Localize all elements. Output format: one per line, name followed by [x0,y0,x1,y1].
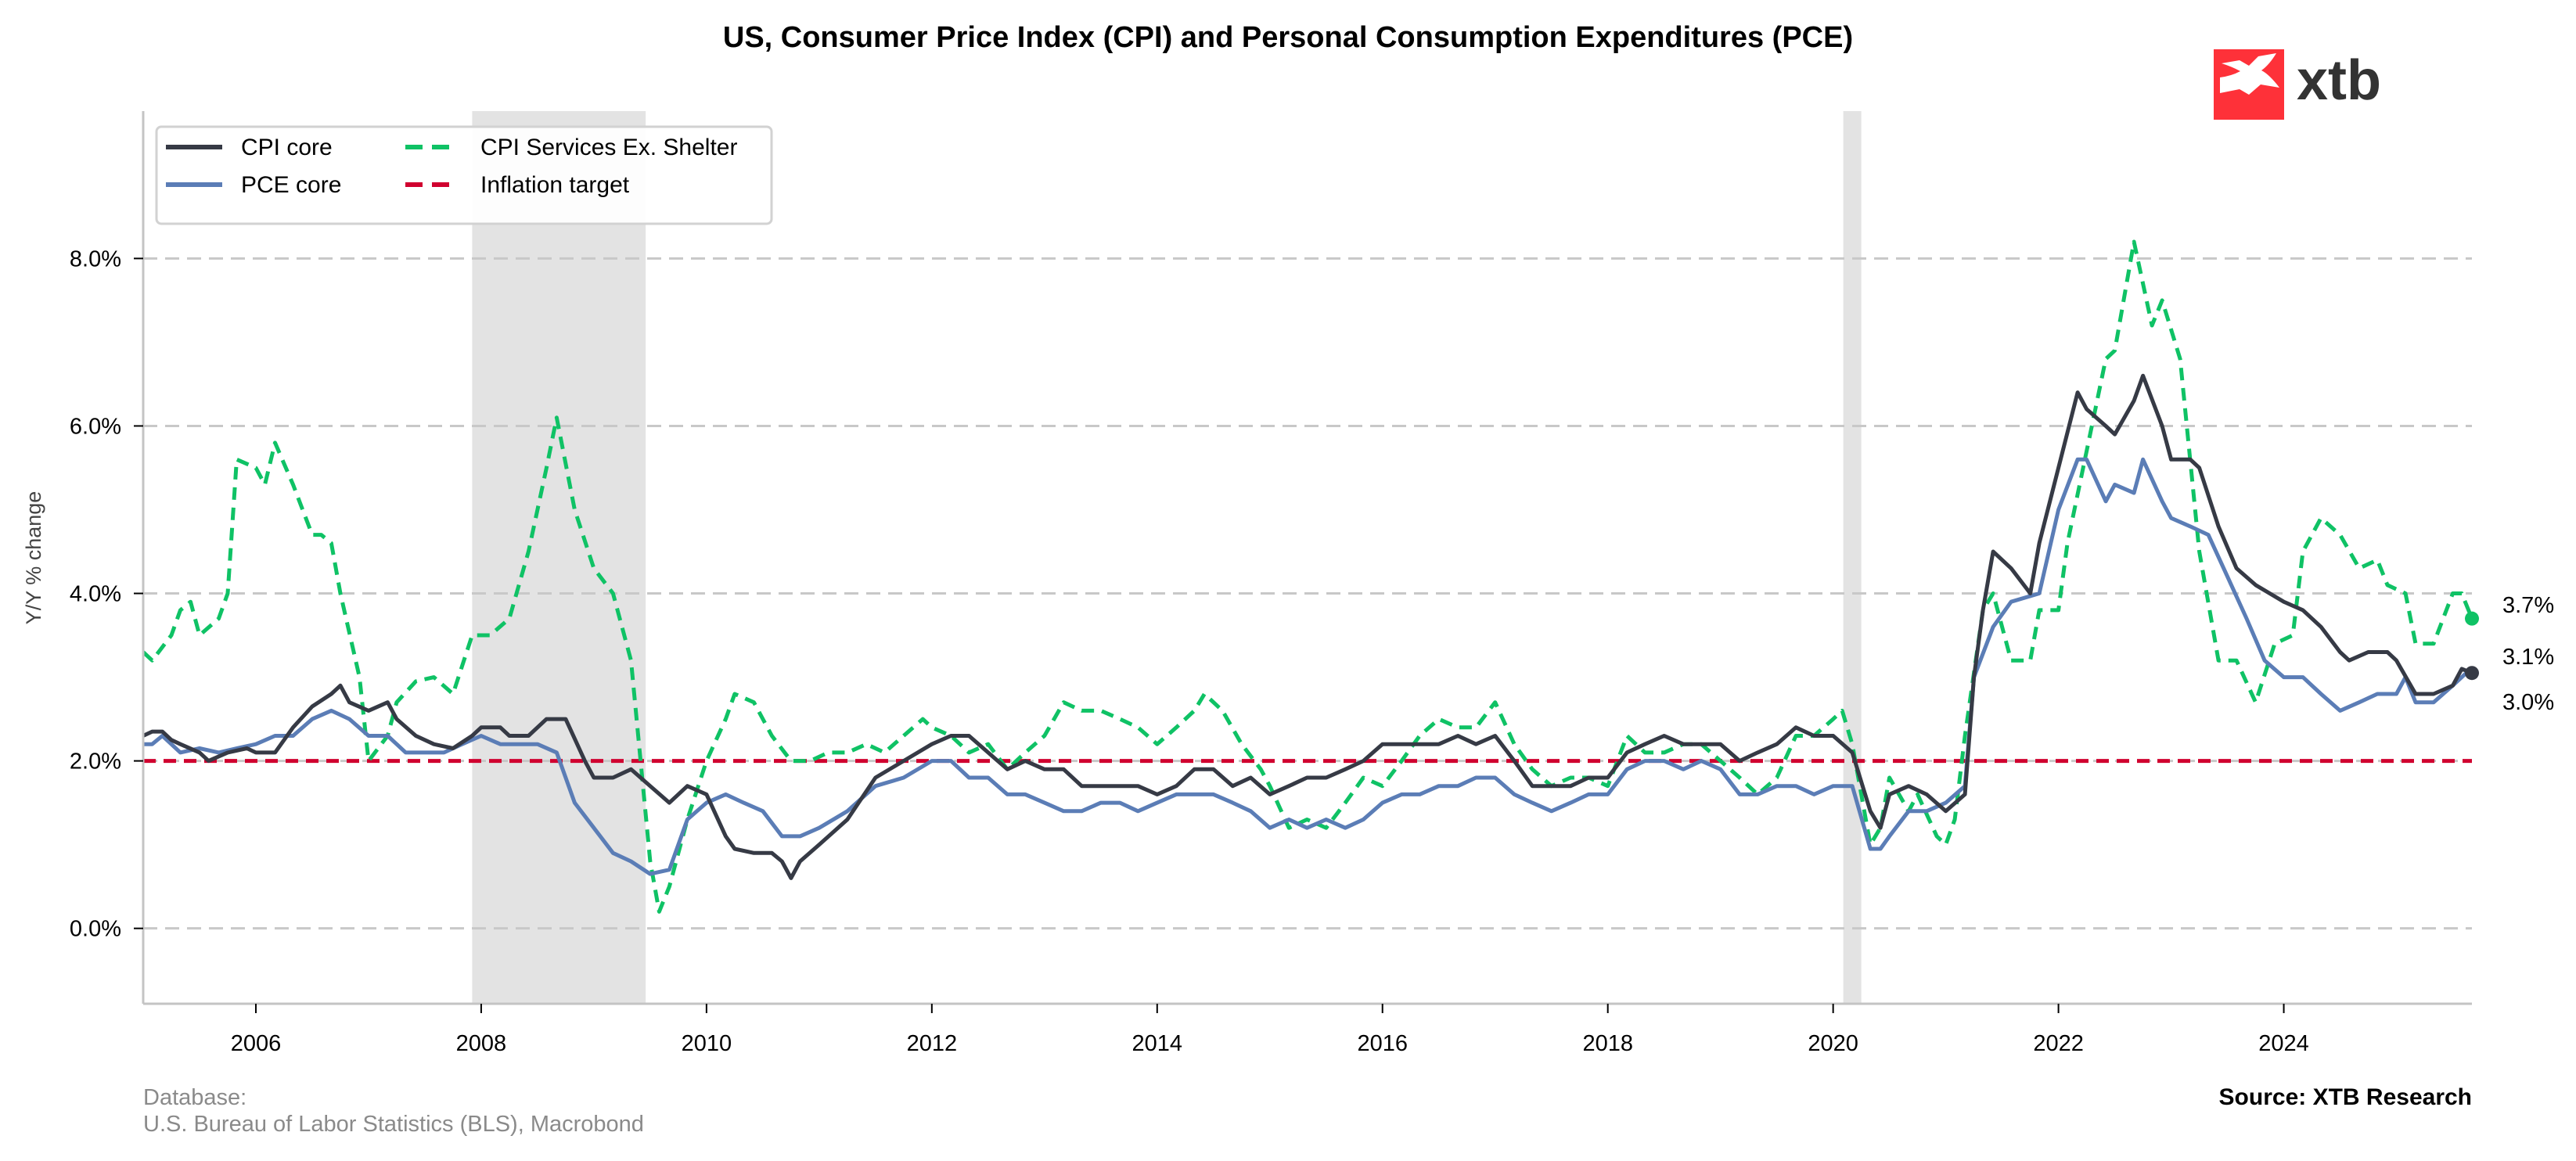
recession-band [472,111,646,1004]
legend-item-cpi-core: CPI core [166,135,333,160]
y-tick-label: 6.0% [70,414,121,439]
recession-bands [472,111,1862,1004]
end-label-pce-core: 3.0% [2502,690,2554,715]
y-axis-label: Y/Y % change [22,491,45,625]
legend-label: CPI core [241,135,333,160]
series-line-cpi-services-ex-shelter [142,239,2474,914]
x-tick-label: 2024 [2258,1031,2309,1056]
series-line-pce-core [143,457,2468,876]
series-line-cpi-core [142,373,2473,880]
legend: CPI core PCE core CPI Services Ex. Shelter… [155,125,773,225]
legend-label: PCE core [241,172,341,198]
plot-area: 2006 2008 2010 2012 2014 2016 2018 2020 2022 2024… [70,111,2554,1056]
legend-item-pce-core: PCE core [166,172,341,198]
end-label-cpi-core: 3.1% [2502,645,2554,670]
xtb-logo: xtb [2214,49,2381,120]
xtb-logo-text: xtb [2297,49,2381,112]
x-tick-label: 2018 [1582,1031,1633,1056]
x-tick-label: 2006 [231,1031,282,1056]
x-tick-label: 2016 [1357,1031,1408,1056]
x-tick-label: 2014 [1132,1031,1183,1056]
end-label-cpi-services-ex-shelter: 3.7% [2502,593,2554,618]
legend-box [155,125,773,225]
y-tick-label: 4.0% [70,582,121,607]
end-marker-cpi-core [2465,666,2479,681]
legend-item-cpi-services-ex-shelter: CPI Services Ex. Shelter [405,135,737,160]
y-axis-ticks: 0.0% 2.0% 4.0% 6.0% 8.0% [70,246,143,942]
legend-label: Inflation target [480,172,630,198]
y-tick-label: 0.0% [70,917,121,942]
chart-title: US, Consumer Price Index (CPI) and Perso… [723,21,1853,54]
end-value-labels: 3.7% 3.1% 3.0% [2502,593,2554,715]
source-label: Source: XTB Research [2219,1084,2472,1110]
database-label: Database: [143,1085,246,1110]
x-tick-label: 2010 [682,1031,732,1056]
end-marker-cpi-services-ex-shelter [2465,611,2479,626]
x-axis-ticks: 2006 2008 2010 2012 2014 2016 2018 2020 2022 2024 [231,1004,2309,1056]
end-markers [2465,611,2479,681]
xtb-logo-symbol-icon [2220,53,2279,95]
y-tick-label: 2.0% [70,749,121,775]
legend-label: CPI Services Ex. Shelter [480,135,737,160]
database-source: U.S. Bureau of Labor Statistics (BLS), M… [143,1112,644,1137]
x-tick-label: 2020 [1808,1031,1858,1056]
x-tick-label: 2008 [456,1031,507,1056]
legend-item-inflation-target: Inflation target [405,172,630,198]
series-lines [142,239,2474,914]
x-tick-label: 2012 [907,1031,958,1056]
x-tick-label: 2022 [2033,1031,2084,1056]
y-tick-label: 8.0% [70,246,121,271]
recession-band [1843,111,1862,1004]
